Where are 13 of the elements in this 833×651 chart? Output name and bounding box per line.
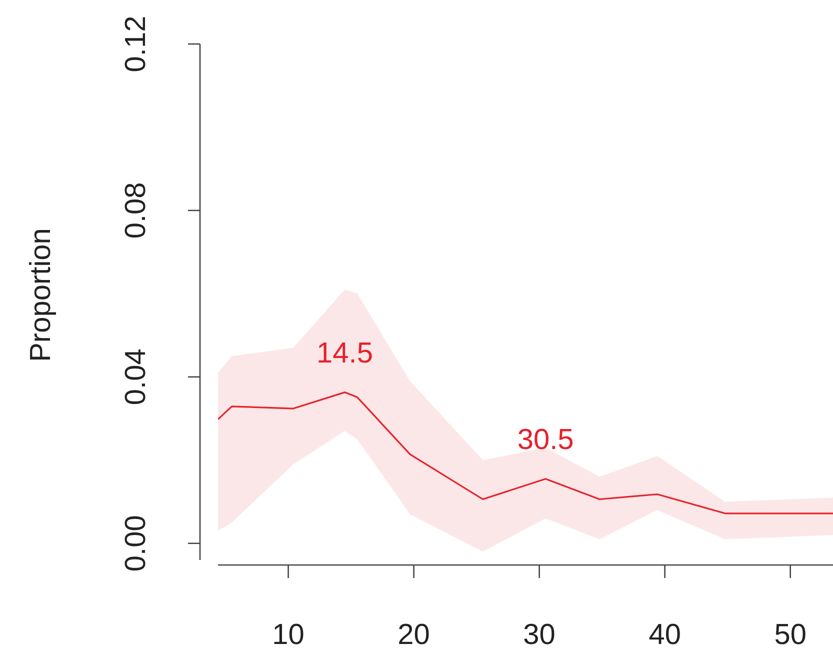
x-tick-label: 50	[774, 619, 806, 651]
x-tick-label: 20	[398, 619, 430, 651]
y-tick-label: 0.04	[120, 348, 152, 406]
x-tick-label: 10	[272, 619, 304, 651]
y-tick-label: 0.12	[120, 16, 152, 72]
y-tick-label: 0.00	[120, 515, 152, 572]
annotation: 14.5	[316, 337, 373, 370]
y-axis-title: Proportion	[25, 228, 57, 362]
annotation: 30.5	[517, 424, 574, 456]
y-tick-label: 0.08	[120, 182, 152, 239]
x-tick-label: 40	[648, 619, 681, 651]
line-series	[218, 392, 833, 514]
x-tick-label: 30	[523, 619, 556, 651]
